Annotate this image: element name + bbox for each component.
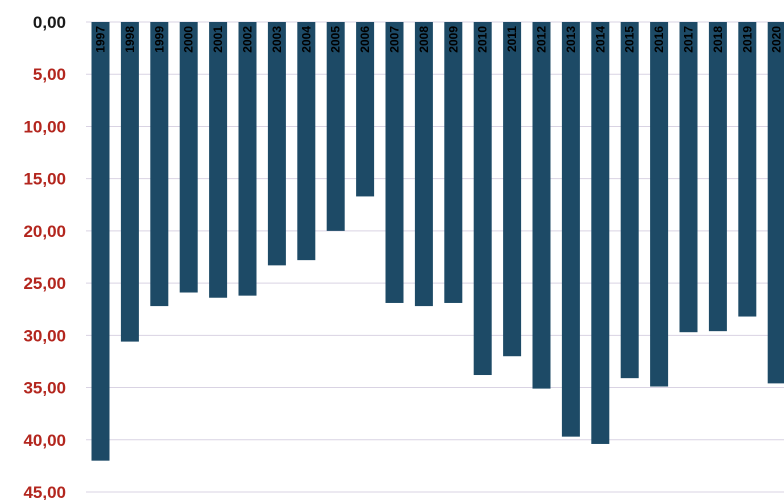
bar — [473, 22, 492, 376]
x-category-label: 2012 — [535, 26, 549, 53]
x-category-label: 2011 — [505, 26, 519, 52]
y-tick-label: 20,00 — [23, 222, 66, 241]
bar — [708, 22, 727, 332]
bar — [326, 22, 345, 231]
x-category-label: 2000 — [182, 26, 196, 53]
bar — [591, 22, 610, 444]
bar — [120, 22, 139, 342]
x-category-label: 2008 — [417, 26, 431, 53]
bar — [444, 22, 463, 303]
y-tick-label: 35,00 — [23, 379, 66, 398]
x-category-label: 2019 — [740, 26, 754, 53]
bar — [767, 22, 784, 384]
bar — [414, 22, 433, 307]
y-tick-label: 0,00 — [33, 13, 66, 32]
y-tick-label: 10,00 — [23, 117, 66, 136]
bar — [356, 22, 375, 197]
y-tick-label: 30,00 — [23, 326, 66, 345]
x-category-label: 2007 — [388, 26, 402, 53]
x-category-label: 2001 — [211, 26, 225, 53]
bar — [91, 22, 110, 461]
y-tick-label: 25,00 — [23, 274, 66, 293]
bar — [532, 22, 551, 389]
y-tick-label: 15,00 — [23, 170, 66, 189]
x-category-label: 2002 — [241, 26, 255, 53]
x-category-label: 2013 — [564, 26, 578, 53]
bar — [650, 22, 669, 387]
x-category-label: 2005 — [329, 26, 343, 53]
x-category-label: 2016 — [652, 26, 666, 53]
bar — [150, 22, 169, 307]
x-category-label: 1999 — [152, 26, 166, 53]
x-category-label: 2015 — [623, 26, 637, 53]
bar — [179, 22, 198, 293]
x-category-label: 2017 — [682, 26, 696, 53]
x-category-label: 2003 — [270, 26, 284, 53]
y-tick-label: 45,00 — [23, 483, 66, 500]
bar — [503, 22, 522, 357]
bar — [209, 22, 228, 298]
bar — [297, 22, 316, 261]
x-category-label: 2020 — [770, 26, 784, 53]
x-category-label: 2004 — [299, 26, 313, 53]
x-category-label: 2018 — [711, 26, 725, 53]
bar — [620, 22, 639, 379]
x-category-label: 1998 — [123, 26, 137, 53]
bar — [561, 22, 580, 437]
y-tick-label: 5,00 — [33, 65, 66, 84]
x-category-label: 2006 — [358, 26, 372, 53]
x-category-label: 2014 — [593, 26, 607, 53]
y-tick-label: 40,00 — [23, 431, 66, 450]
bar — [385, 22, 404, 303]
bar — [267, 22, 286, 266]
x-category-label: 2010 — [476, 26, 490, 53]
bar — [679, 22, 698, 333]
x-category-label: 2009 — [446, 26, 460, 53]
bar — [238, 22, 257, 296]
bar — [738, 22, 757, 317]
x-category-label: 1997 — [94, 26, 108, 53]
